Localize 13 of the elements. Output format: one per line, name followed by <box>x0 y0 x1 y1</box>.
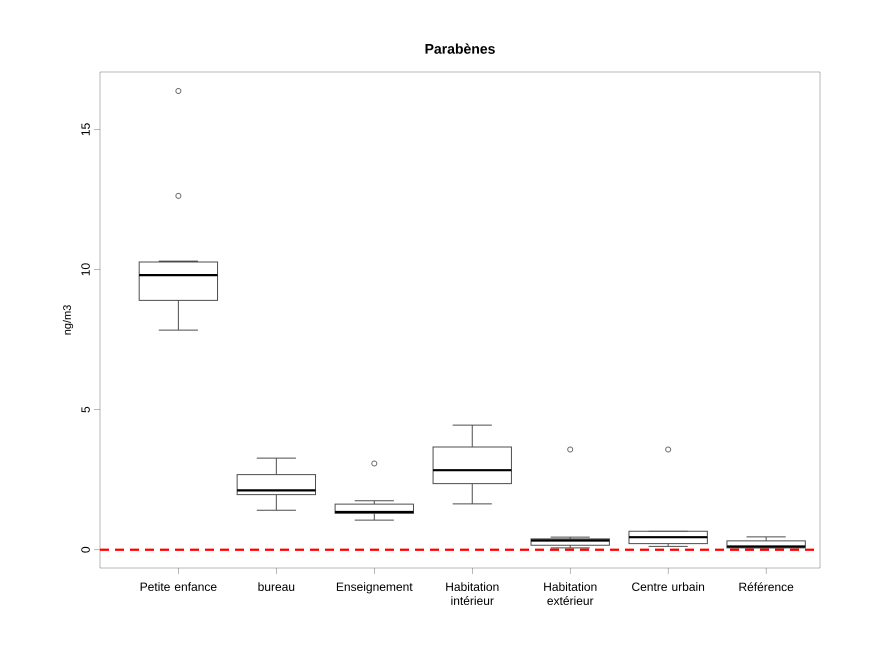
chart-title: Parabènes <box>426 43 495 54</box>
x-tick-label: Habitation intérieur <box>446 582 498 606</box>
y-tick-label: 5 <box>81 406 90 413</box>
x-tick-label: Référence <box>739 582 794 592</box>
y-axis-title: ng/m3 <box>62 305 74 335</box>
x-tick-label: Habitation extérieur <box>544 582 596 606</box>
y-tick-label: 0 <box>81 546 90 553</box>
y-tick-label: 10 <box>81 263 90 276</box>
x-tick-label: Centre urbain <box>632 582 704 592</box>
y-tick-label: 15 <box>81 123 90 136</box>
x-tick-label: bureau <box>258 582 294 592</box>
x-tick-label: Enseignement <box>336 582 413 594</box>
x-tick-label: Petite enfance <box>140 582 217 592</box>
